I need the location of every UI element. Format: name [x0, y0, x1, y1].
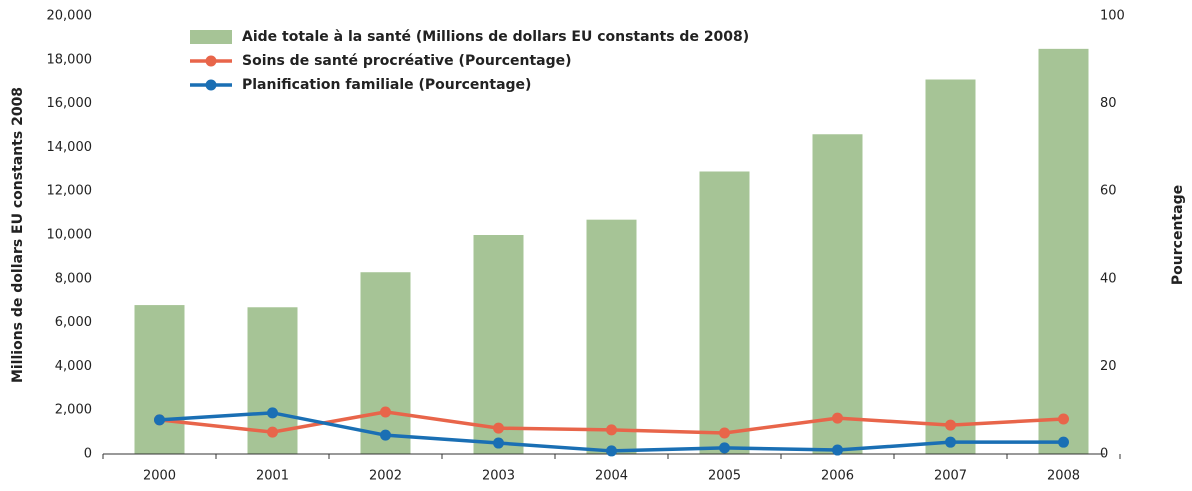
x-tick-label: 2005: [708, 469, 741, 484]
legend-label: Planification familiale (Pourcentage): [242, 77, 531, 93]
line-point: [719, 427, 730, 439]
y-axis-title: Millions de dollars EU constants 2008: [10, 87, 26, 383]
y-tick-label: 10,000: [47, 228, 93, 243]
y2-tick-label: 20: [1100, 359, 1117, 374]
legend-swatch: [205, 55, 217, 67]
y-tick-label: 18,000: [47, 52, 93, 67]
line-point: [719, 442, 730, 454]
line-point: [267, 426, 278, 438]
line-point: [945, 436, 956, 448]
x-tick-label: 2007: [934, 469, 967, 484]
legend-label: Aide totale à la santé (Millions de doll…: [242, 29, 749, 45]
line-point: [267, 407, 278, 419]
line-point: [493, 422, 504, 434]
legend-swatch: [190, 30, 232, 44]
line-point: [1058, 413, 1069, 425]
y2-tick-label: 60: [1100, 184, 1117, 199]
legend-label: Soins de santé procréative (Pourcentage): [242, 53, 572, 69]
y2-tick-label: 100: [1100, 9, 1125, 24]
y-tick-label: 8,000: [55, 271, 92, 286]
x-tick-label: 2004: [595, 469, 628, 484]
bar: [586, 219, 637, 454]
y-tick-label: 0: [84, 447, 92, 462]
y2-tick-label: 40: [1100, 271, 1117, 286]
line-point: [380, 429, 391, 441]
y-tick-label: 20,000: [47, 9, 93, 24]
x-tick-label: 2003: [482, 469, 515, 484]
y-tick-label: 6,000: [55, 315, 92, 330]
line-point: [606, 445, 617, 457]
bar: [360, 272, 411, 454]
bar: [134, 305, 185, 454]
line-point: [493, 437, 504, 449]
bar: [473, 235, 524, 454]
y2-axis-title: Pourcentage: [1170, 185, 1186, 285]
line-point: [1058, 436, 1069, 448]
y-tick-label: 12,000: [47, 184, 93, 199]
x-tick-label: 2008: [1047, 469, 1080, 484]
bar: [925, 79, 976, 454]
line-point: [832, 444, 843, 456]
bar: [699, 171, 750, 455]
y-tick-label: 14,000: [47, 140, 93, 155]
line-point: [154, 414, 165, 426]
bar: [1038, 48, 1089, 454]
x-tick-label: 2000: [143, 469, 176, 484]
line-point: [380, 406, 391, 418]
y2-tick-label: 80: [1100, 96, 1117, 111]
x-tick-label: 2001: [256, 469, 289, 484]
y-tick-label: 4,000: [55, 359, 92, 374]
line-point: [832, 412, 843, 424]
y-tick-label: 2,000: [55, 403, 92, 418]
bar: [812, 134, 863, 454]
legend-swatch: [205, 79, 217, 91]
line-point: [945, 419, 956, 431]
x-tick-label: 2002: [369, 469, 402, 484]
line-point: [606, 424, 617, 436]
y-tick-label: 16,000: [47, 96, 93, 111]
x-tick-label: 2006: [821, 469, 854, 484]
